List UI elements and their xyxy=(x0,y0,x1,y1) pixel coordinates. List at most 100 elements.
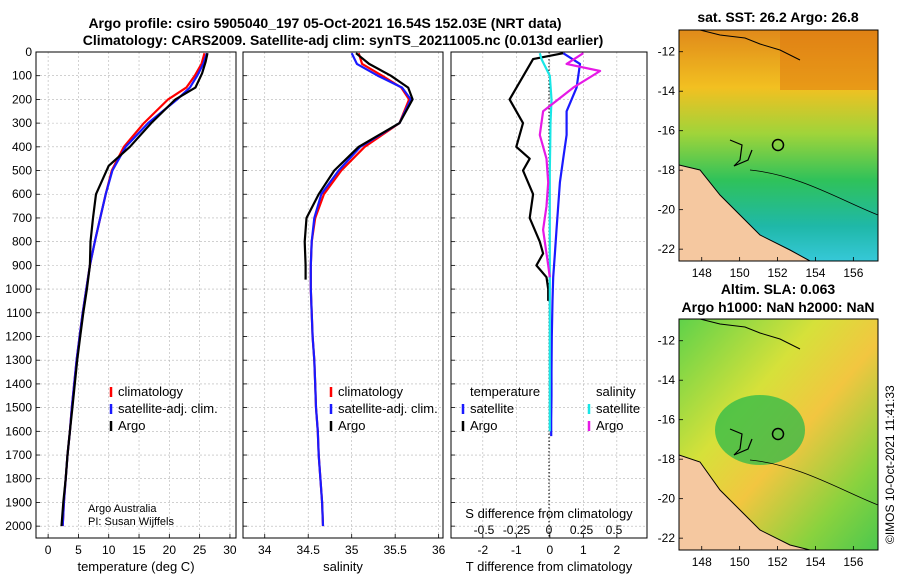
depth-tick-label: 400 xyxy=(12,140,32,154)
depth-tick-label: 1400 xyxy=(5,377,32,391)
s-diff-tick-label: -0.25 xyxy=(503,523,531,537)
temperature-panel: 0 5 10 15 20 25 30 temperature (deg C) climato… xyxy=(35,51,237,574)
x-tick-label: 34.5 xyxy=(297,543,321,557)
x-tick-label: 34 xyxy=(258,543,272,557)
map-x-tick-label: 150 xyxy=(730,266,750,280)
difference-x-ticks: -2 -1 0 1 2 xyxy=(477,534,621,557)
sla-map: 148 150 152 154 156 -12 -14 -16 -18 -20 -22 xyxy=(658,318,879,569)
map-y-tick-label: -20 xyxy=(658,492,676,506)
credit-line-1: Argo Australia xyxy=(88,503,157,515)
depth-tick-label: 0 xyxy=(25,45,32,59)
salinity-panel: 34 34.5 35 35.5 36 salinity climatology sate… xyxy=(242,51,446,574)
map-x-tick-label: 148 xyxy=(692,555,712,569)
credit-line-2: PI: Susan Wijffels xyxy=(88,516,174,528)
sst-map-frame xyxy=(678,29,879,262)
legend-salinity-header: salinity xyxy=(596,384,636,399)
x-tick-label: 35 xyxy=(345,543,359,557)
series-satellite-adj-clim- xyxy=(309,52,412,527)
map-y-tick-label: -22 xyxy=(658,242,676,256)
map-y-tick-label: -12 xyxy=(658,334,676,348)
difference-lines xyxy=(508,52,602,437)
sst-map-title: sat. SST: 26.2 Argo: 26.8 xyxy=(697,9,859,25)
difference-xlabel: T difference from climatology xyxy=(466,559,633,574)
depth-tick-label: 300 xyxy=(12,116,32,130)
map-x-tick-label: 154 xyxy=(805,555,825,569)
series-salinity-argo xyxy=(538,52,602,278)
depth-tick-label: 1000 xyxy=(5,282,32,296)
salinity-x-ticks: 34 34.5 35 35.5 36 xyxy=(258,534,446,557)
sla-reef xyxy=(729,428,753,456)
legend-s-satellite-label: satellite xyxy=(596,401,640,416)
series-argo xyxy=(303,52,414,280)
x-tick-label: 2 xyxy=(614,543,621,557)
x-tick-label: 35.5 xyxy=(383,543,407,557)
x-tick-label: 1 xyxy=(580,543,587,557)
depth-tick-label: 1300 xyxy=(5,353,32,367)
sla-low-patch xyxy=(715,395,805,465)
salinity-lines xyxy=(303,52,414,527)
depth-tick-label: 1700 xyxy=(5,448,32,462)
legend-climatology-label: climatology xyxy=(118,384,184,399)
sst-warm-patch xyxy=(780,30,878,90)
map-y-tick-label: -16 xyxy=(658,413,676,427)
series-temperature-satellite xyxy=(550,52,582,437)
map-y-tick-label: -14 xyxy=(658,373,676,387)
sst-map-ticks: 148 150 152 154 156 -12 -14 -16 -18 -20 -22 xyxy=(658,45,864,280)
map-x-tick-label: 152 xyxy=(768,555,788,569)
title-line-2: Climatology: CARS2009. Satellite-adj cli… xyxy=(83,32,604,48)
difference-top-xlabel: S difference from climatology xyxy=(465,506,633,521)
sla-land xyxy=(679,454,811,550)
temperature-xlabel: temperature (deg C) xyxy=(77,559,194,574)
depth-tick-label: 1900 xyxy=(5,495,32,509)
sst-contour xyxy=(749,169,878,216)
sla-map-subtitle: Argo h1000: NaN h2000: NaN xyxy=(682,299,875,315)
main-legend: climatology satellite-adj. clim. Argo xyxy=(109,384,218,433)
depth-tick-label: 100 xyxy=(12,69,32,83)
legend-satellite-label: satellite-adj. clim. xyxy=(118,401,218,416)
imos-watermark: ©IMOS 10-Oct-2021 11:41:33 xyxy=(883,385,897,544)
x-tick-label: 5 xyxy=(75,543,82,557)
s-diff-tick-label: 0.5 xyxy=(606,523,623,537)
sst-land xyxy=(679,164,811,261)
legend-temperature-header: temperature xyxy=(470,384,540,399)
difference-panel: -2 -1 0 1 2 T difference from climatology S … xyxy=(450,51,648,574)
depth-tick-label: 1100 xyxy=(6,306,32,320)
salinity-axes-box xyxy=(242,51,444,539)
depth-tick-label: 200 xyxy=(12,92,32,106)
sal-legend-climatology-label: climatology xyxy=(338,384,404,399)
sst-reef xyxy=(729,139,753,167)
x-tick-label: 10 xyxy=(102,543,116,557)
sla-map-frame xyxy=(678,318,879,551)
depth-tick-label: 800 xyxy=(12,235,32,249)
series-argo xyxy=(60,52,209,527)
depth-tick-label: 500 xyxy=(12,164,32,178)
s-diff-tick-label: -0.5 xyxy=(474,523,495,537)
map-y-tick-label: -22 xyxy=(658,531,676,545)
depth-tick-label: 900 xyxy=(12,258,32,272)
s-diff-tick-label: 0.25 xyxy=(570,523,594,537)
temperature-x-ticks: 0 5 10 15 20 25 30 xyxy=(45,534,237,557)
map-x-tick-label: 156 xyxy=(843,266,863,280)
s-diff-tick-label: 0 xyxy=(546,523,553,537)
x-tick-label: 30 xyxy=(223,543,237,557)
temperature-axes-box xyxy=(35,51,237,539)
x-tick-label: 15 xyxy=(132,543,146,557)
x-tick-label: -1 xyxy=(511,543,522,557)
legend-t-satellite-label: satellite xyxy=(470,401,514,416)
map-x-tick-label: 156 xyxy=(843,555,863,569)
x-tick-label: -2 xyxy=(477,543,488,557)
sal-legend-argo-label: Argo xyxy=(338,418,365,433)
depth-tick-label: 1800 xyxy=(5,472,32,486)
depth-tick-label: 1600 xyxy=(5,424,32,438)
depth-axis-labels: 0 100 200 300 400 500 600 700 800 900 1000 1100 1200… xyxy=(5,45,32,533)
legend-t-argo-label: Argo xyxy=(470,418,497,433)
title-line-1: Argo profile: csiro 5905040_197 05-Oct-2… xyxy=(88,15,561,31)
salinity-grid xyxy=(243,51,443,538)
x-tick-label: 36 xyxy=(432,543,446,557)
salinity-xlabel: salinity xyxy=(323,559,363,574)
depth-tick-label: 2000 xyxy=(5,519,32,533)
difference-legend: temperature salinity satellite Argo sate… xyxy=(461,384,640,433)
depth-tick-label: 1500 xyxy=(5,401,32,415)
sla-map-ticks: 148 150 152 154 156 -12 -14 -16 -18 -20 -22 xyxy=(658,334,864,569)
